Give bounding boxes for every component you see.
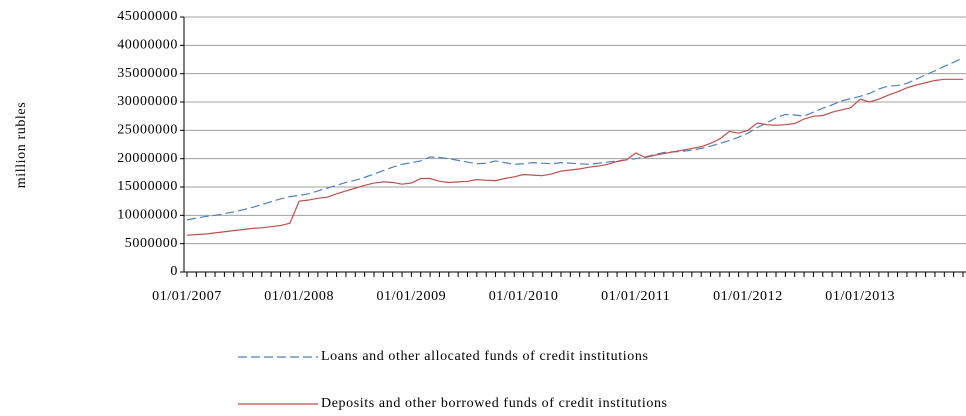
y-tick-label: 35000000 — [117, 66, 178, 81]
x-tick-label: 01/01/2011 — [601, 289, 670, 304]
y-tick-label: 15000000 — [117, 179, 178, 194]
y-tick-label: 10000000 — [117, 208, 178, 223]
y-tick-label: 40000000 — [117, 38, 178, 53]
y-tick-label: 45000000 — [117, 9, 178, 24]
y-tick-label: 25000000 — [117, 123, 178, 138]
y-tick-label: 0 — [170, 264, 178, 279]
x-tick-label: 01/01/2010 — [489, 289, 559, 304]
series-line — [186, 57, 964, 221]
series-line — [186, 78, 963, 236]
x-tick-label: 01/01/2008 — [264, 289, 334, 304]
y-axis-label: million rubles — [14, 102, 29, 189]
x-tick-label: 01/01/2012 — [713, 289, 783, 304]
y-tick-label: 5000000 — [125, 236, 178, 251]
legend-label: Loans and other allocated funds of credi… — [321, 349, 649, 364]
x-tick-label: 01/01/2013 — [825, 289, 895, 304]
y-tick-label: 30000000 — [117, 94, 178, 109]
x-tick-label: 01/01/2009 — [376, 289, 446, 304]
x-tick-label: 01/01/2007 — [152, 289, 222, 304]
y-tick-label: 20000000 — [117, 151, 178, 166]
legend-label: Deposits and other borrowed funds of cre… — [321, 396, 668, 411]
